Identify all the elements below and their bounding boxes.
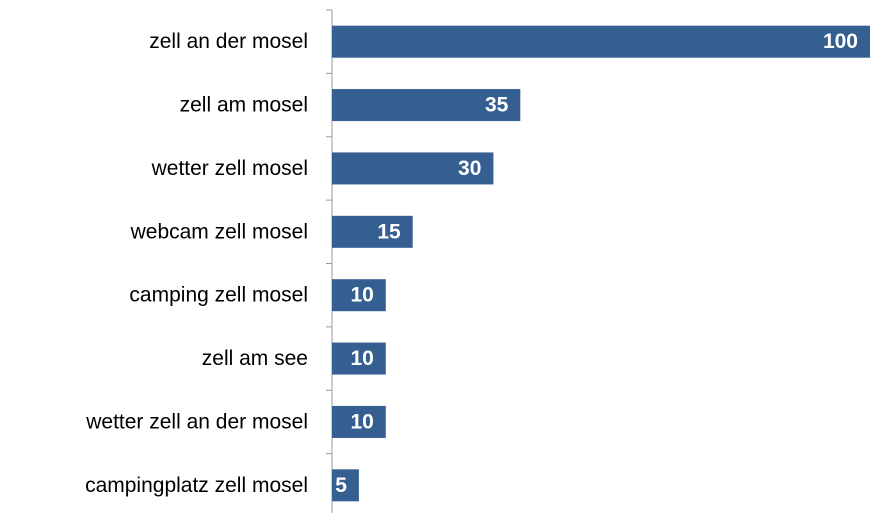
- category-label: wetter zell an der mosel: [85, 410, 308, 433]
- category-label: zell am mosel: [180, 94, 308, 117]
- category-label: campingplatz zell mosel: [85, 474, 308, 497]
- value-label: 5: [335, 474, 347, 497]
- bar: [332, 215, 413, 248]
- category-label: webcam zell mosel: [130, 220, 308, 243]
- value-label: 30: [458, 157, 481, 180]
- category-label: zell an der mosel: [149, 30, 308, 53]
- value-label: 15: [377, 220, 401, 243]
- bar: [332, 469, 359, 502]
- value-label: 10: [350, 347, 373, 370]
- bar: [332, 25, 870, 58]
- bar: [332, 342, 386, 375]
- category-label: wetter zell mosel: [151, 157, 308, 180]
- bar: [332, 152, 494, 185]
- value-label: 100: [823, 30, 858, 53]
- value-label: 10: [350, 410, 373, 433]
- bar: [332, 89, 521, 122]
- bar: [332, 279, 386, 312]
- category-label: camping zell mosel: [129, 284, 308, 307]
- value-label: 10: [350, 284, 373, 307]
- bar: [332, 405, 386, 438]
- value-label: 35: [485, 94, 509, 117]
- category-label: zell am see: [202, 347, 308, 370]
